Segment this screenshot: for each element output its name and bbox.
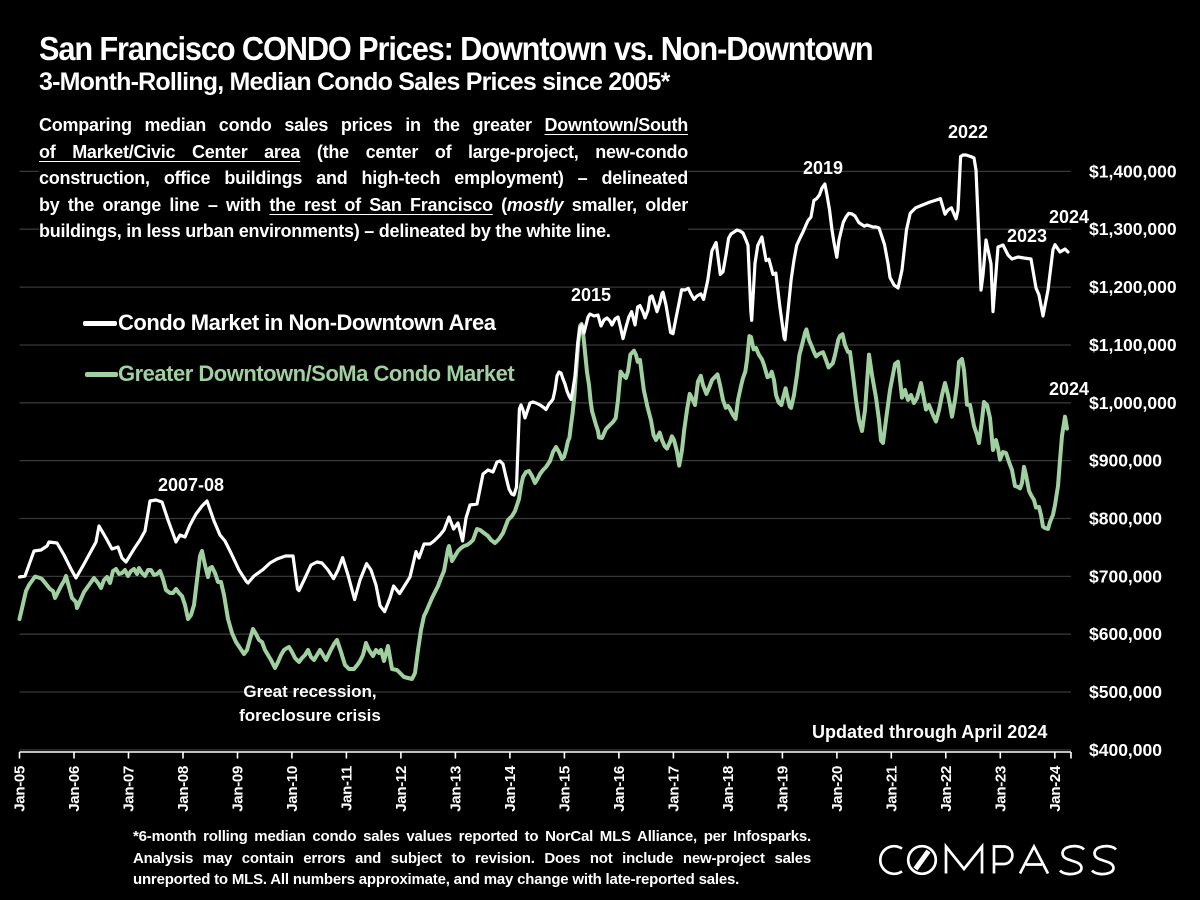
svg-text:$600,000: $600,000 (1089, 624, 1162, 644)
svg-text:$900,000: $900,000 (1089, 451, 1162, 471)
svg-text:Jan-17: Jan-17 (665, 766, 682, 812)
svg-text:Jan-24: Jan-24 (1047, 765, 1064, 812)
svg-text:Jan-15: Jan-15 (556, 766, 573, 812)
svg-text:Jan-09: Jan-09 (230, 766, 247, 812)
svg-text:$700,000: $700,000 (1089, 566, 1162, 586)
svg-text:Jan-20: Jan-20 (829, 766, 846, 812)
svg-text:$800,000: $800,000 (1089, 509, 1162, 529)
svg-text:Jan-11: Jan-11 (338, 766, 355, 811)
svg-text:Jan-07: Jan-07 (121, 766, 138, 812)
svg-text:Jan-21: Jan-21 (883, 766, 900, 812)
svg-text:$1,200,000: $1,200,000 (1089, 277, 1177, 297)
svg-text:Jan-12: Jan-12 (393, 766, 410, 812)
svg-text:$400,000: $400,000 (1089, 740, 1162, 760)
svg-text:Jan-06: Jan-06 (66, 766, 83, 812)
svg-text:Jan-23: Jan-23 (992, 766, 1009, 812)
svg-text:$500,000: $500,000 (1089, 682, 1162, 702)
svg-text:$1,300,000: $1,300,000 (1089, 219, 1177, 239)
svg-text:Jan-19: Jan-19 (774, 766, 791, 812)
svg-text:Jan-08: Jan-08 (175, 766, 192, 812)
svg-text:Jan-10: Jan-10 (284, 766, 301, 812)
svg-text:Jan-22: Jan-22 (938, 766, 955, 812)
svg-text:Jan-16: Jan-16 (611, 766, 628, 812)
svg-text:Jan-13: Jan-13 (447, 766, 464, 812)
svg-text:Jan-18: Jan-18 (720, 766, 737, 812)
svg-text:$1,100,000: $1,100,000 (1089, 335, 1177, 355)
svg-text:Jan-05: Jan-05 (12, 766, 29, 812)
svg-text:$1,400,000: $1,400,000 (1089, 161, 1177, 181)
svg-text:$1,000,000: $1,000,000 (1089, 393, 1177, 413)
svg-text:Jan-14: Jan-14 (502, 765, 519, 812)
